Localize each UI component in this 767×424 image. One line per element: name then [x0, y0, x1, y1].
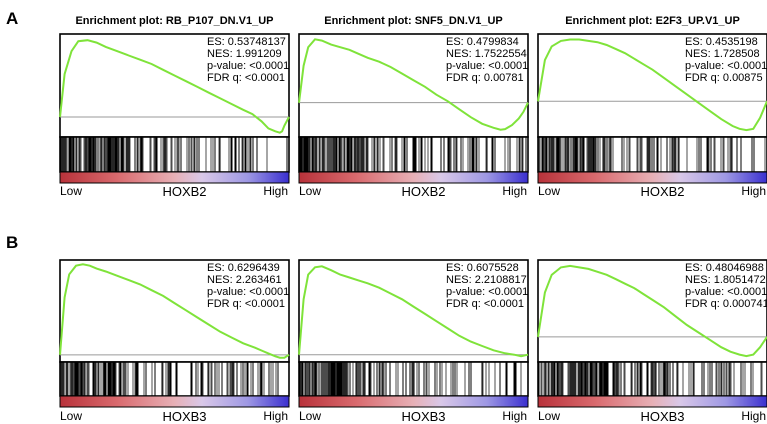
rank-gradient-bar	[298, 395, 529, 408]
panel-label-a: A	[6, 9, 18, 28]
stat-nes: NES: 1.8051472	[685, 274, 766, 286]
enrichment-plot-0-2: Enrichment plot: E2F3_UP.V1_UP ES: 0.4535…	[537, 15, 767, 199]
gene-label: HOXB2	[401, 184, 445, 199]
curve-frame	[298, 33, 529, 138]
curve-frame	[59, 259, 290, 363]
gene-label: HOXB2	[640, 184, 684, 199]
plot-title: Enrichment plot: E2F3_UP.V1_UP	[565, 15, 740, 27]
curve-frame	[537, 259, 767, 363]
stat-p: p-value: <0.0001	[207, 286, 289, 298]
hit-marks	[538, 362, 763, 396]
stat-p: p-value: <0.0001	[446, 286, 528, 298]
low-label: Low	[538, 409, 560, 423]
stat-p: p-value: <0.0001	[685, 286, 767, 298]
stat-fdr: FDR q: 0.00875	[685, 72, 763, 84]
plot-title: Enrichment plot: SNF5_DN.V1_UP	[324, 15, 502, 27]
stat-p: p-value: <0.0001	[685, 60, 767, 72]
hit-marks	[60, 137, 288, 172]
low-label: Low	[60, 184, 82, 198]
enrichment-curve	[59, 39, 290, 134]
curve-frame	[59, 33, 290, 138]
plot-title: Enrichment plot: RB_P107_DN.V1_UP	[75, 15, 273, 27]
enrichment-curve	[537, 38, 767, 132]
curve-frame	[537, 33, 767, 138]
stat-nes: NES: 2.263461	[207, 274, 282, 286]
stat-nes: NES: 1.728508	[685, 48, 760, 60]
rank-gradient-bar	[537, 171, 767, 184]
stat-es: ES: 0.4535198	[685, 36, 758, 48]
stat-es: ES: 0.6296439	[207, 262, 280, 274]
low-label: Low	[60, 409, 82, 423]
hit-marks	[60, 362, 279, 396]
high-label: High	[741, 409, 766, 423]
gene-label: HOXB3	[401, 409, 445, 424]
enrichment-plot-0-0: Enrichment plot: RB_P107_DN.V1_UP ES: 0.5…	[59, 15, 290, 199]
panel-label-b: B	[6, 233, 18, 252]
enrichment-curve	[59, 263, 290, 359]
curve-frame	[298, 259, 529, 363]
stat-fdr: FDR q: <0.0001	[207, 72, 285, 84]
high-label: High	[263, 409, 288, 423]
high-label: High	[502, 184, 527, 198]
low-label: Low	[299, 409, 321, 423]
enrichment-curve	[298, 38, 529, 131]
rank-gradient-bar	[298, 171, 529, 184]
high-label: High	[502, 409, 527, 423]
hit-marks	[299, 362, 522, 396]
low-label: Low	[299, 184, 321, 198]
stat-es: ES: 0.53748137	[207, 36, 286, 48]
high-label: High	[741, 184, 766, 198]
stat-es: ES: 0.48046988	[685, 262, 764, 274]
low-label: Low	[538, 184, 560, 198]
enrichment-plot-0-1: Enrichment plot: SNF5_DN.V1_UP ES: 0.4799…	[298, 15, 529, 199]
stat-nes: NES: 1.991209	[207, 48, 282, 60]
stat-fdr: FDR q: <0.0001	[446, 298, 524, 310]
stat-nes: NES: 1.7522554	[446, 48, 527, 60]
stat-es: ES: 0.6075528	[446, 262, 519, 274]
enrichment-curve	[298, 265, 529, 358]
gene-label: HOXB2	[162, 184, 206, 199]
stat-fdr: FDR q: 0.00781	[446, 72, 524, 84]
rank-gradient-bar	[59, 395, 290, 408]
enrichment-curve	[537, 264, 767, 358]
stat-nes: NES: 2.2108817	[446, 274, 527, 286]
stat-fdr: FDR q: 0.000741	[685, 298, 767, 310]
hit-marks	[299, 137, 527, 172]
stat-p: p-value: <0.0001	[207, 60, 289, 72]
high-label: High	[263, 184, 288, 198]
rank-gradient-bar	[59, 171, 290, 184]
gene-label: HOXB3	[640, 409, 684, 424]
rank-gradient-bar	[537, 395, 767, 408]
stat-fdr: FDR q: <0.0001	[207, 298, 285, 310]
hit-marks	[538, 137, 766, 172]
stat-es: ES: 0.4799834	[446, 36, 519, 48]
gene-label: HOXB3	[162, 409, 206, 424]
stat-p: p-value: <0.0001	[446, 60, 528, 72]
